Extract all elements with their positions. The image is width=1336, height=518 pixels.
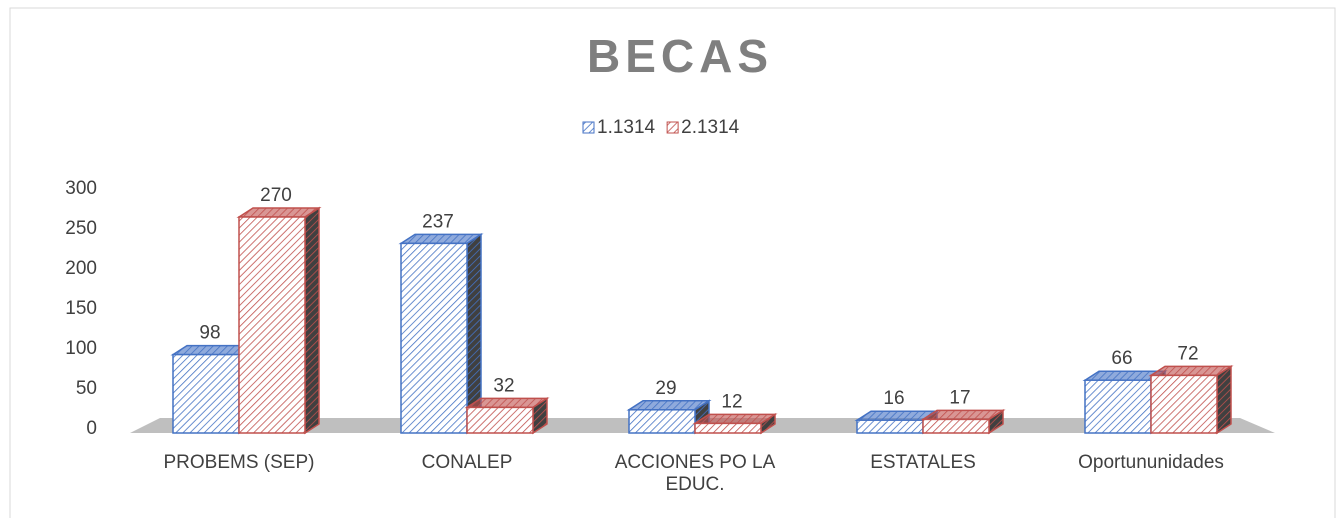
bar-front [922, 418, 990, 434]
data-label: 29 [655, 378, 676, 399]
bar-front [466, 406, 534, 434]
data-label: 16 [883, 388, 904, 409]
x-tick-label: PROBEMS (SEP) [164, 452, 315, 473]
data-label: 98 [199, 323, 220, 344]
data-label: 12 [721, 391, 742, 412]
data-label: 17 [949, 387, 970, 408]
y-tick-label: 100 [65, 338, 97, 359]
y-tick-label: 300 [65, 178, 97, 199]
y-tick-label: 0 [86, 418, 97, 439]
data-label: 72 [1177, 343, 1198, 364]
legend-swatch [582, 121, 595, 134]
bar-top [398, 233, 484, 245]
bar-front [1150, 374, 1218, 434]
bar [1148, 365, 1234, 435]
bar-front [628, 409, 696, 434]
data-label: 270 [260, 185, 292, 206]
bar [398, 233, 484, 435]
bar-front [400, 242, 468, 434]
bar-front [172, 353, 240, 434]
bar [920, 409, 1006, 435]
legend-label: 1.1314 [597, 117, 656, 138]
x-tick-label: CONALEP [422, 452, 513, 473]
bar-front [238, 216, 306, 434]
bar-top [236, 207, 322, 218]
bar-top [920, 409, 1006, 421]
y-tick-label: 200 [65, 258, 97, 279]
bar [236, 206, 322, 435]
bar-side [1216, 365, 1232, 435]
chart-border [9, 7, 1336, 518]
chart-title: BECAS [587, 30, 773, 82]
data-label: 237 [422, 211, 454, 232]
bar [692, 413, 778, 435]
bar-front [856, 419, 924, 434]
legend-label: 2.1314 [681, 117, 740, 138]
bar-front [694, 422, 762, 434]
legend-swatch [666, 121, 679, 134]
bar-top [692, 413, 778, 425]
x-tick-label: ESTATALES [870, 452, 976, 473]
data-label: 32 [493, 375, 514, 396]
bar-front [1084, 379, 1152, 434]
y-tick-label: 250 [65, 218, 97, 239]
bar-top [464, 397, 550, 409]
y-tick-label: 50 [76, 378, 97, 399]
bar-top [1148, 365, 1234, 377]
x-tick-label: ACCIONES PO LA EDUC. [615, 452, 776, 495]
bar-side [304, 206, 320, 435]
bar-top [626, 400, 712, 411]
x-tick-label: Oportununidades [1078, 452, 1224, 473]
bar [464, 397, 550, 435]
y-tick-label: 150 [65, 298, 97, 319]
data-label: 66 [1111, 348, 1132, 369]
